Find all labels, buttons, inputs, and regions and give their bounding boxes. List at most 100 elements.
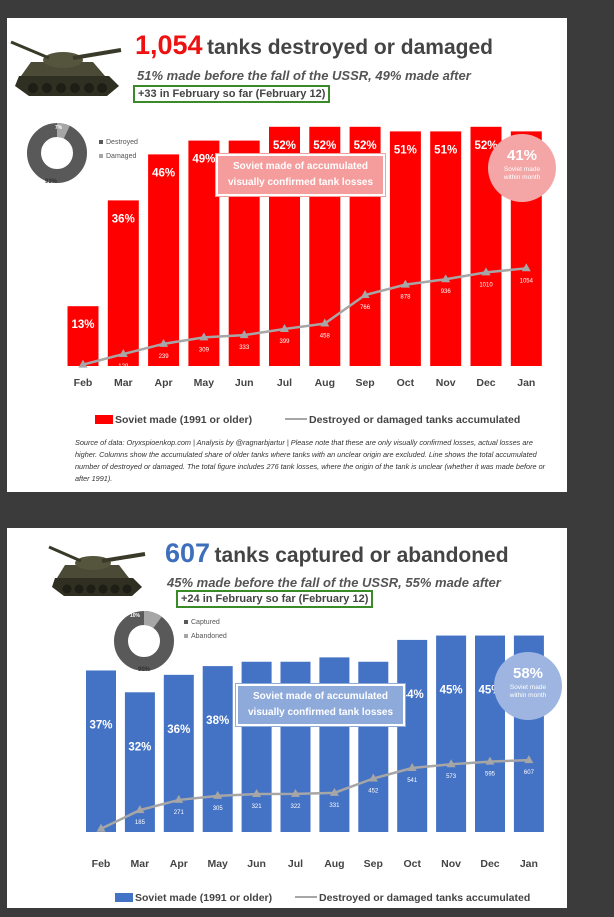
line-marker-aug — [329, 787, 339, 796]
donut-slice-abandoned — [114, 611, 174, 671]
x-tick-mar: Mar — [114, 377, 133, 389]
x-tick-nov: Nov — [441, 858, 461, 870]
donut-legend-damaged: Damaged — [99, 153, 136, 160]
x-tick-aug: Aug — [315, 377, 335, 389]
bar-label-aug: 52% — [313, 140, 336, 152]
x-tick-oct: Oct — [403, 858, 421, 870]
x-tick-may: May — [194, 377, 215, 389]
x-tick-apr: Apr — [170, 858, 188, 870]
bar-feb — [86, 670, 116, 832]
title-number: 1,054 — [135, 30, 203, 60]
legend-bars: Soviet made (1991 or older) — [115, 892, 272, 904]
callout-line-2: visually confirmed tank losses — [228, 177, 374, 188]
legend-bars-label: Soviet made (1991 or older) — [115, 414, 253, 426]
line-label-nov: 573 — [446, 774, 457, 780]
donut-value-captured: 90% — [138, 667, 151, 673]
line-marker-oct — [407, 762, 417, 771]
accumulated-line — [82, 267, 527, 366]
month-share-circle: 41% Soviet made within month — [488, 134, 556, 202]
source-note: Source of data: Oryxspioenkop.com | Anal… — [75, 438, 546, 483]
line-marker-may — [199, 332, 209, 341]
line-marker-aug — [320, 318, 330, 327]
february-note: +33 in February so far (February 12) — [133, 85, 331, 103]
line-marker-dec — [485, 756, 495, 765]
x-tick-nov: Nov — [436, 377, 456, 389]
donut-legend-abandoned-label: Abandoned — [191, 633, 227, 640]
bar-label-oct: 51% — [394, 144, 417, 156]
line-marker-feb — [96, 823, 106, 832]
destroyed-chart-panel: 1,054 tanks destroyed or damaged 51% mad… — [7, 18, 567, 492]
bar-mar — [107, 200, 139, 366]
line-marker-jun — [252, 789, 262, 798]
line-label-may: 309 — [199, 347, 210, 353]
line-label-jul: 399 — [279, 339, 290, 345]
bar-label-apr: 46% — [152, 167, 175, 179]
month-share-label-1: Soviet made — [503, 166, 541, 173]
line-marker-sep — [368, 773, 378, 782]
line-label-jan: 1054 — [520, 278, 534, 284]
donut-chart: 93% 7% — [27, 123, 87, 185]
line-marker-jul — [291, 788, 300, 797]
callout-line-1: Soviet made of accumulated — [233, 161, 369, 172]
x-tick-jul: Jul — [288, 858, 303, 870]
february-note: +24 in February so far (February 12) — [176, 590, 374, 608]
bar-label-mar: 36% — [112, 213, 135, 225]
legend-line: Destroyed or damaged tanks accumulated — [285, 414, 520, 426]
donut-chart: 90% 10% — [114, 611, 174, 673]
bar-label-jul: 52% — [273, 140, 296, 152]
donut-value-abandoned: 10% — [130, 613, 141, 619]
line-marker-oct — [400, 279, 410, 288]
line-label-sep: 766 — [360, 305, 371, 311]
subtitle: 51% made before the fall of the USSR, 49… — [137, 68, 471, 83]
line-label-dec: 595 — [485, 772, 496, 778]
x-tick-may: May — [207, 858, 228, 870]
subtitle: 45% made before the fall of the USSR, 55… — [167, 575, 501, 590]
line-label-oct: 878 — [400, 295, 411, 301]
line-marker-may — [213, 790, 223, 799]
bar-nov — [430, 131, 462, 366]
bar-nov — [436, 635, 467, 832]
line-label-apr: 271 — [174, 810, 185, 816]
line-label-jan: 607 — [524, 770, 535, 776]
bar-label-may: 38% — [206, 715, 229, 727]
chart-title: 1,054 tanks destroyed or damaged — [135, 30, 493, 61]
donut-legend-damaged-label: Damaged — [106, 153, 137, 160]
bar-label-feb: 13% — [71, 319, 94, 331]
line-marker-nov — [446, 759, 456, 768]
line-label-apr: 239 — [159, 354, 170, 360]
bar-label-dec: 52% — [474, 140, 497, 152]
line-label-jun: 321 — [252, 804, 263, 810]
line-label-nov: 936 — [441, 289, 452, 295]
x-tick-jun: Jun — [247, 858, 266, 870]
x-tick-jan: Jan — [517, 377, 535, 389]
x-tick-dec: Dec — [476, 377, 495, 389]
line-label-may: 305 — [213, 806, 224, 812]
bar-line-chart: 13%Feb36%Mar46%Apr49%May49%Jun52%Jul52%A… — [67, 126, 542, 389]
bar-label-nov: 51% — [434, 144, 457, 156]
chart-callout: Soviet made of accumulated visually conf… — [214, 153, 387, 197]
line-marker-feb — [78, 359, 88, 368]
bar-label-sep: 52% — [354, 140, 377, 152]
title-text: tanks destroyed or damaged — [207, 36, 493, 59]
x-tick-apr: Apr — [155, 377, 173, 389]
x-tick-aug: Aug — [324, 858, 344, 870]
line-marker-jan — [524, 755, 534, 764]
tank-icon — [10, 40, 122, 96]
line-label-jun: 333 — [239, 345, 250, 351]
accumulated-line — [100, 758, 529, 830]
bar-apr — [148, 154, 180, 366]
title-number: 607 — [165, 538, 211, 568]
x-tick-sep: Sep — [364, 858, 383, 870]
line-label-feb: 15 — [80, 375, 87, 381]
month-share-label-2: within month — [503, 174, 541, 181]
line-label-mar: 129 — [118, 364, 129, 370]
line-marker-dec — [481, 267, 491, 276]
bar-oct — [389, 131, 421, 366]
bar-may — [188, 140, 220, 366]
legend-line-label: Destroyed or damaged tanks accumulated — [319, 892, 531, 904]
line-label-feb: 27 — [98, 839, 105, 845]
month-share-label-2: within month — [509, 692, 547, 699]
month-share-value: 58% — [512, 665, 544, 682]
legend-bars-label: Soviet made (1991 or older) — [135, 892, 273, 904]
bar-feb — [67, 306, 99, 366]
